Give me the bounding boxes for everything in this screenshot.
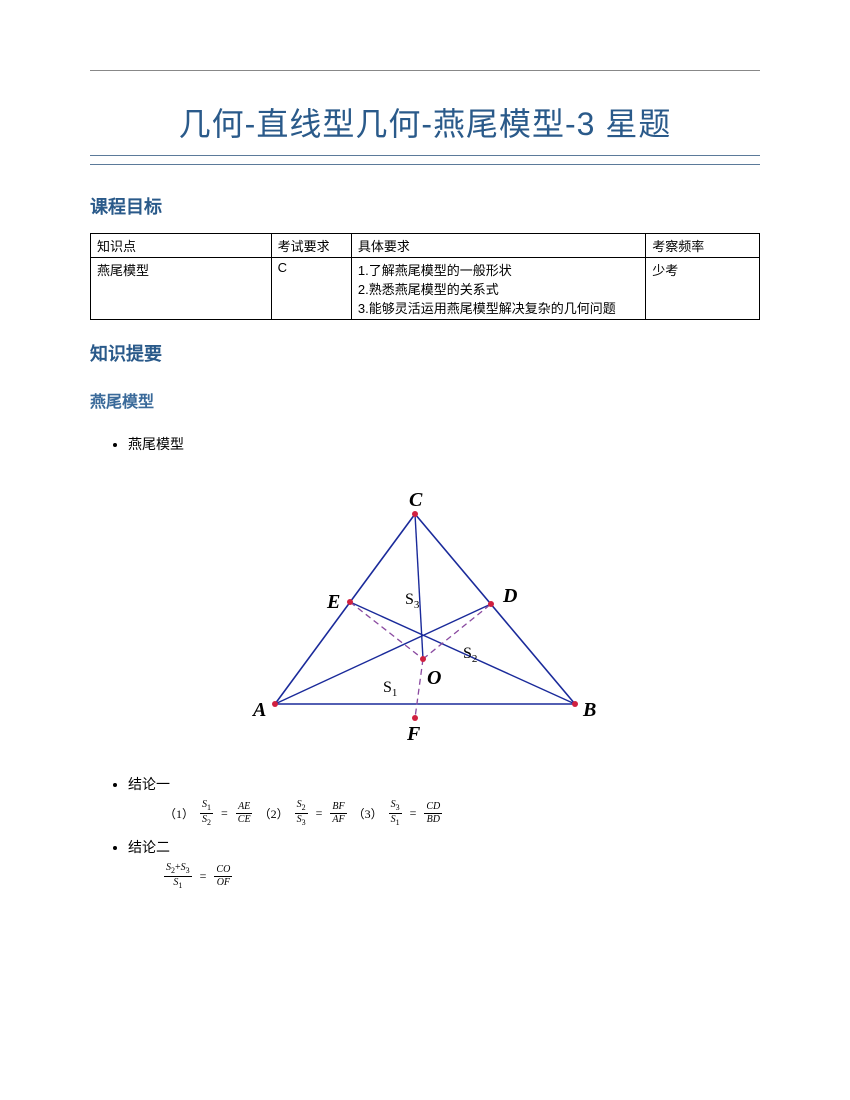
th-freq: 考察频率: [646, 234, 760, 258]
cell-details: 1.了解燕尾模型的一般形状 2.熟悉燕尾模型的关系式 3.能够灵活运用燕尾模型解…: [351, 258, 645, 320]
detail-line: 1.了解燕尾模型的一般形状: [358, 260, 639, 279]
model-subheading: 燕尾模型: [90, 388, 760, 412]
page-title: 几何-直线型几何-燕尾模型-3 星题: [90, 99, 760, 145]
title-block: 几何-直线型几何-燕尾模型-3 星题: [90, 99, 760, 156]
svg-text:C: C: [409, 489, 423, 511]
cell-level: C: [271, 258, 351, 320]
cell-topic: 燕尾模型: [91, 258, 272, 320]
diagram-container: A B C D E F O S1 S2 S3: [90, 484, 760, 744]
detail-line: 3.能够灵活运用燕尾模型解决复杂的几何问题: [358, 298, 639, 317]
section-knowledge-heading: 知识提要: [90, 340, 760, 366]
formula-conclusion-1: （1）S1S2=AECE（2）S2S3=BFAF（3）S3S1=CDBD: [128, 800, 760, 827]
conclusion-label: 结论二: [128, 839, 170, 855]
svg-text:S3: S3: [405, 591, 420, 611]
th-detail: 具体要求: [351, 234, 645, 258]
detail-line: 2.熟悉燕尾模型的关系式: [358, 279, 639, 298]
th-topic: 知识点: [91, 234, 272, 258]
svg-text:E: E: [326, 591, 340, 613]
th-level: 考试要求: [271, 234, 351, 258]
svg-text:O: O: [427, 667, 441, 689]
section-goals-heading: 课程目标: [90, 193, 760, 219]
conclusion-label: 结论一: [128, 776, 170, 792]
triangle-diagram: A B C D E F O S1 S2 S3: [245, 484, 605, 744]
svg-text:A: A: [251, 699, 266, 721]
formula-conclusion-2: S2+S3S1=COOF: [128, 863, 760, 890]
list-item: 结论一 （1）S1S2=AECE（2）S2S3=BFAF（3）S3S1=CDBD: [128, 774, 760, 827]
table-row: 燕尾模型 C 1.了解燕尾模型的一般形状 2.熟悉燕尾模型的关系式 3.能够灵活…: [91, 258, 760, 320]
svg-text:B: B: [582, 699, 596, 721]
item-label: 燕尾模型: [128, 436, 184, 452]
svg-text:D: D: [502, 585, 517, 607]
list-item: 结论二 S2+S3S1=COOF: [128, 837, 760, 890]
cell-freq: 少考: [646, 258, 760, 320]
top-rule: [90, 70, 760, 71]
svg-text:S2: S2: [463, 645, 477, 665]
table-header-row: 知识点 考试要求 具体要求 考察频率: [91, 234, 760, 258]
svg-text:S1: S1: [383, 679, 397, 699]
conclusion-list: 结论一 （1）S1S2=AECE（2）S2S3=BFAF（3）S3S1=CDBD…: [90, 774, 760, 890]
list-item: 燕尾模型: [128, 434, 760, 454]
title-underline: [90, 164, 760, 165]
content-list: 燕尾模型: [90, 434, 760, 454]
requirements-table: 知识点 考试要求 具体要求 考察频率 燕尾模型 C 1.了解燕尾模型的一般形状 …: [90, 233, 760, 320]
svg-text:F: F: [406, 723, 421, 744]
